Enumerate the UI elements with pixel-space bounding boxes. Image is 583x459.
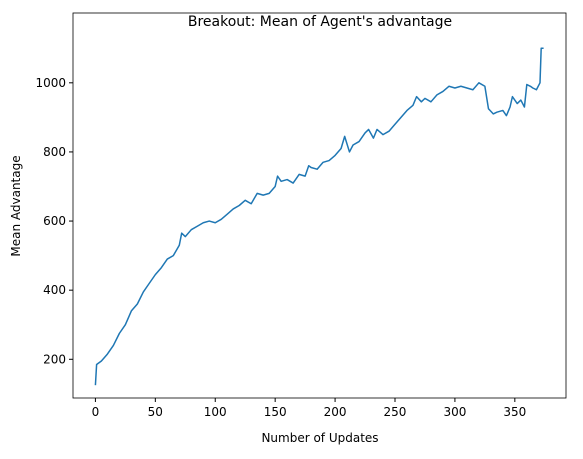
x-tick-label: 0 [92,405,100,419]
y-tick-label: 1000 [35,76,66,90]
y-tick-label: 200 [43,352,66,366]
x-tick-label: 50 [148,405,163,419]
x-axis-label: Number of Updates [261,431,378,445]
y-tick-label: 800 [43,145,66,159]
x-tick-label: 150 [264,405,287,419]
y-tick-label: 400 [43,283,66,297]
x-tick-label: 250 [384,405,407,419]
x-tick-label: 100 [204,405,227,419]
x-tick-label: 300 [443,405,466,419]
x-tick-label: 350 [503,405,526,419]
plot-frame [72,12,567,399]
y-tick-label: 600 [43,214,66,228]
data-line [94,47,544,386]
y-axis-label: Mean Advantage [9,155,23,256]
x-tick-label: 200 [324,405,347,419]
chart-title: Breakout: Mean of Agent's advantage [188,14,452,30]
